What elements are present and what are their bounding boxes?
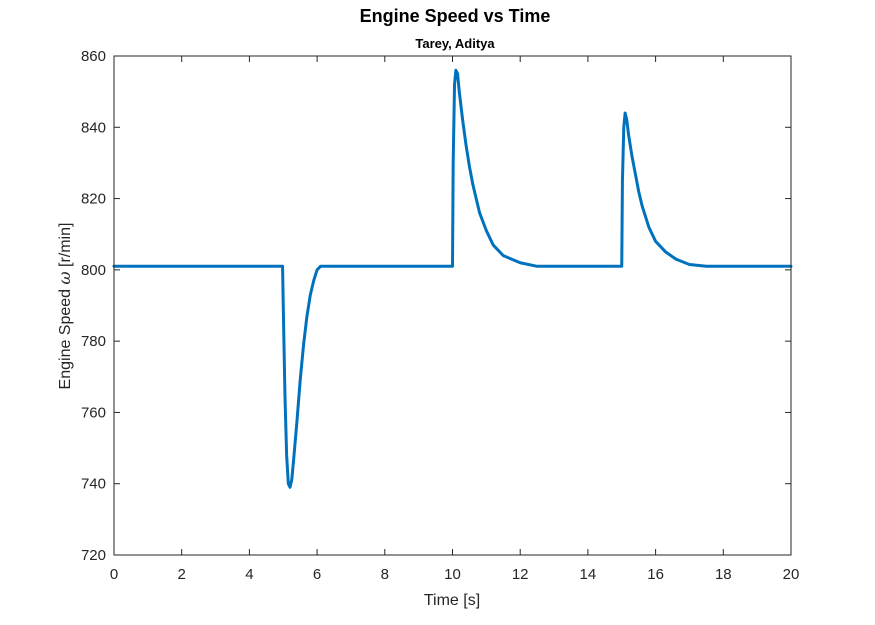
series-line-engine-speed [112, 68, 793, 489]
ticks: 0 2 4 6 8 10 12 14 16 18 20 720 740 760 780 800 820 840 86… [81, 48, 799, 583]
x-tick-label: 10 [444, 566, 461, 583]
chart-subtitle: Tarey, Aditya [415, 36, 495, 51]
y-tick-label: 720 [81, 547, 106, 564]
x-axis-label: Time [s] [424, 592, 480, 609]
chart-title: Engine Speed vs Time [360, 6, 551, 26]
x-tick-label: 0 [110, 566, 118, 583]
x-tick-label: 14 [580, 566, 597, 583]
y-tick-label: 800 [81, 262, 106, 279]
x-tick-label: 4 [245, 566, 253, 583]
x-tick-label: 2 [178, 566, 186, 583]
y-tick-label: 780 [81, 333, 106, 350]
y-axis-label-suffix: [r/min] [57, 223, 74, 272]
y-tick-label: 820 [81, 191, 106, 208]
y-axis-label-prefix: Engine Speed [57, 284, 74, 389]
series-layer [112, 68, 793, 489]
x-tick-label: 8 [381, 566, 389, 583]
y-axis-label-symbol: ω [55, 271, 74, 284]
x-tick-label: 6 [313, 566, 321, 583]
y-tick-label: 860 [81, 48, 106, 65]
x-tick-label: 18 [715, 566, 732, 583]
y-tick-label: 760 [81, 404, 106, 421]
x-tick-label: 12 [512, 566, 529, 583]
y-axis-label: Engine Speed ω [r/min] [55, 223, 74, 390]
x-tick-label: 16 [647, 566, 664, 583]
y-tick-label: 840 [81, 119, 106, 136]
x-tick-label: 20 [783, 566, 800, 583]
y-tick-label: 740 [81, 476, 106, 493]
